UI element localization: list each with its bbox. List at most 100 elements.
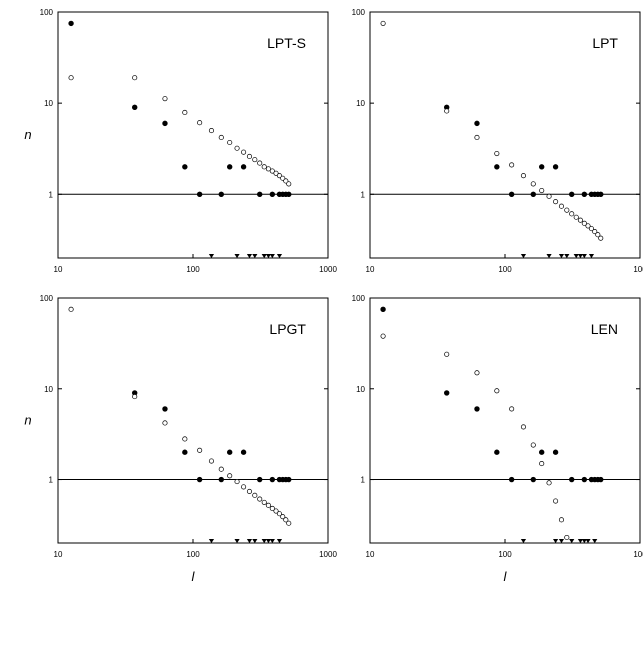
data-point-open bbox=[444, 108, 450, 114]
data-point-open bbox=[577, 217, 583, 223]
x-tick-label: 100 bbox=[498, 550, 512, 559]
data-point-open bbox=[444, 351, 450, 357]
data-point-triangle bbox=[592, 538, 598, 544]
data-point-filled bbox=[182, 164, 188, 170]
x-axis-title: l bbox=[192, 569, 196, 584]
x-axis-title: l bbox=[504, 569, 508, 584]
data-point-open bbox=[246, 488, 253, 494]
data-point-open bbox=[494, 150, 500, 157]
data-point-triangle bbox=[252, 253, 258, 259]
data-point-filled bbox=[380, 306, 386, 313]
data-point-filled bbox=[257, 191, 263, 197]
data-point-filled bbox=[530, 476, 536, 483]
data-point-triangle bbox=[564, 253, 570, 259]
panel-label: LPT bbox=[592, 35, 618, 51]
data-point-open bbox=[520, 424, 527, 430]
data-point-filled bbox=[218, 476, 224, 483]
x-tick-label: 10 bbox=[366, 265, 375, 274]
data-point-open bbox=[539, 461, 545, 467]
data-point-open bbox=[588, 226, 595, 232]
data-point-open bbox=[530, 181, 536, 187]
y-tick-label: 100 bbox=[40, 8, 54, 17]
data-point-triangle bbox=[208, 253, 215, 259]
data-point-open bbox=[68, 306, 74, 312]
data-point-open bbox=[273, 508, 279, 514]
data-point-triangle bbox=[234, 538, 240, 544]
y-tick-label: 100 bbox=[40, 294, 54, 303]
data-point-triangle bbox=[569, 538, 575, 544]
panel-1: 1 10 100 10 100 1000 LPT-S n bbox=[24, 8, 337, 274]
data-point-open bbox=[68, 75, 74, 81]
data-point-filled bbox=[474, 120, 480, 127]
data-point-open bbox=[234, 145, 240, 151]
data-point-open bbox=[539, 187, 545, 194]
data-point-filled bbox=[226, 449, 233, 455]
data-point-filled bbox=[269, 476, 276, 483]
panel-3: 1 10 100 10 100 1000 LPGT n l bbox=[24, 294, 337, 584]
y-tick-label: 1 bbox=[361, 476, 366, 485]
data-point-open bbox=[276, 511, 283, 517]
data-point-open bbox=[162, 420, 168, 426]
data-point-triangle bbox=[265, 253, 272, 259]
data-point-open bbox=[558, 203, 565, 209]
data-point-open bbox=[380, 20, 386, 26]
data-point-triangle bbox=[276, 538, 283, 544]
y-tick-label: 1 bbox=[49, 190, 54, 199]
data-point-open bbox=[569, 211, 575, 217]
y-axis-title: n bbox=[24, 413, 31, 428]
data-point-triangle bbox=[246, 253, 253, 259]
panel-label: LEN bbox=[591, 321, 618, 337]
data-point-open bbox=[265, 502, 271, 508]
data-point-open bbox=[283, 517, 289, 523]
data-point-open bbox=[208, 458, 215, 464]
data-point-open bbox=[553, 498, 559, 504]
data-point-filled bbox=[182, 449, 188, 455]
data-point-open bbox=[474, 370, 480, 376]
data-point-triangle bbox=[252, 538, 258, 544]
data-point-filled bbox=[538, 449, 545, 455]
data-point-open bbox=[280, 514, 286, 520]
data-point-open bbox=[261, 499, 267, 505]
data-point-filled bbox=[581, 476, 588, 483]
data-point-open bbox=[241, 149, 247, 155]
data-point-open bbox=[520, 173, 527, 179]
data-point-filled bbox=[286, 476, 292, 483]
data-point-open bbox=[234, 479, 240, 485]
data-point-open bbox=[546, 480, 552, 486]
data-point-open bbox=[257, 496, 263, 502]
data-point-open bbox=[227, 473, 233, 479]
data-point-open bbox=[265, 166, 271, 172]
data-point-open bbox=[474, 134, 480, 141]
data-point-open bbox=[132, 394, 138, 400]
data-point-filled bbox=[552, 449, 559, 455]
data-point-filled bbox=[552, 164, 559, 170]
x-tick-label: 1000 bbox=[319, 265, 337, 274]
y-tick-label: 10 bbox=[44, 99, 53, 108]
data-point-filled bbox=[269, 191, 276, 197]
data-point-filled bbox=[286, 191, 292, 197]
data-point-open bbox=[573, 214, 579, 220]
data-point-triangle bbox=[546, 253, 552, 259]
data-point-triangle bbox=[588, 253, 595, 259]
series-triangle-down bbox=[208, 253, 283, 259]
data-point-triangle bbox=[276, 253, 283, 259]
data-point-open bbox=[257, 160, 263, 166]
data-point-triangle bbox=[581, 538, 587, 544]
series-triangle-down bbox=[520, 538, 598, 544]
x-tick-label: 100 bbox=[633, 265, 643, 274]
y-axis-title: n bbox=[24, 127, 31, 142]
series-filled-circle bbox=[380, 306, 604, 483]
data-point-filled bbox=[598, 191, 604, 197]
y-tick-label: 1 bbox=[49, 476, 54, 485]
data-point-open bbox=[246, 153, 253, 160]
data-point-filled bbox=[240, 164, 247, 170]
data-point-open bbox=[546, 193, 552, 199]
series-filled-circle bbox=[132, 390, 292, 483]
data-point-filled bbox=[474, 406, 480, 412]
data-point-open bbox=[197, 120, 203, 126]
panel-label: LPT-S bbox=[267, 35, 306, 51]
data-point-triangle bbox=[234, 253, 240, 259]
data-point-triangle bbox=[577, 538, 584, 544]
data-point-open bbox=[380, 333, 386, 339]
